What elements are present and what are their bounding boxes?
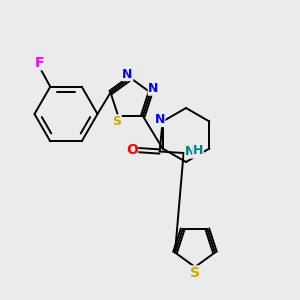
- Text: N: N: [122, 68, 133, 81]
- Text: F: F: [35, 56, 44, 70]
- Text: N: N: [148, 82, 159, 95]
- Text: O: O: [126, 143, 138, 157]
- Text: N: N: [185, 145, 195, 158]
- Text: S: S: [112, 115, 121, 128]
- Text: S: S: [190, 266, 200, 280]
- Text: N: N: [154, 113, 165, 127]
- Text: H: H: [193, 144, 203, 157]
